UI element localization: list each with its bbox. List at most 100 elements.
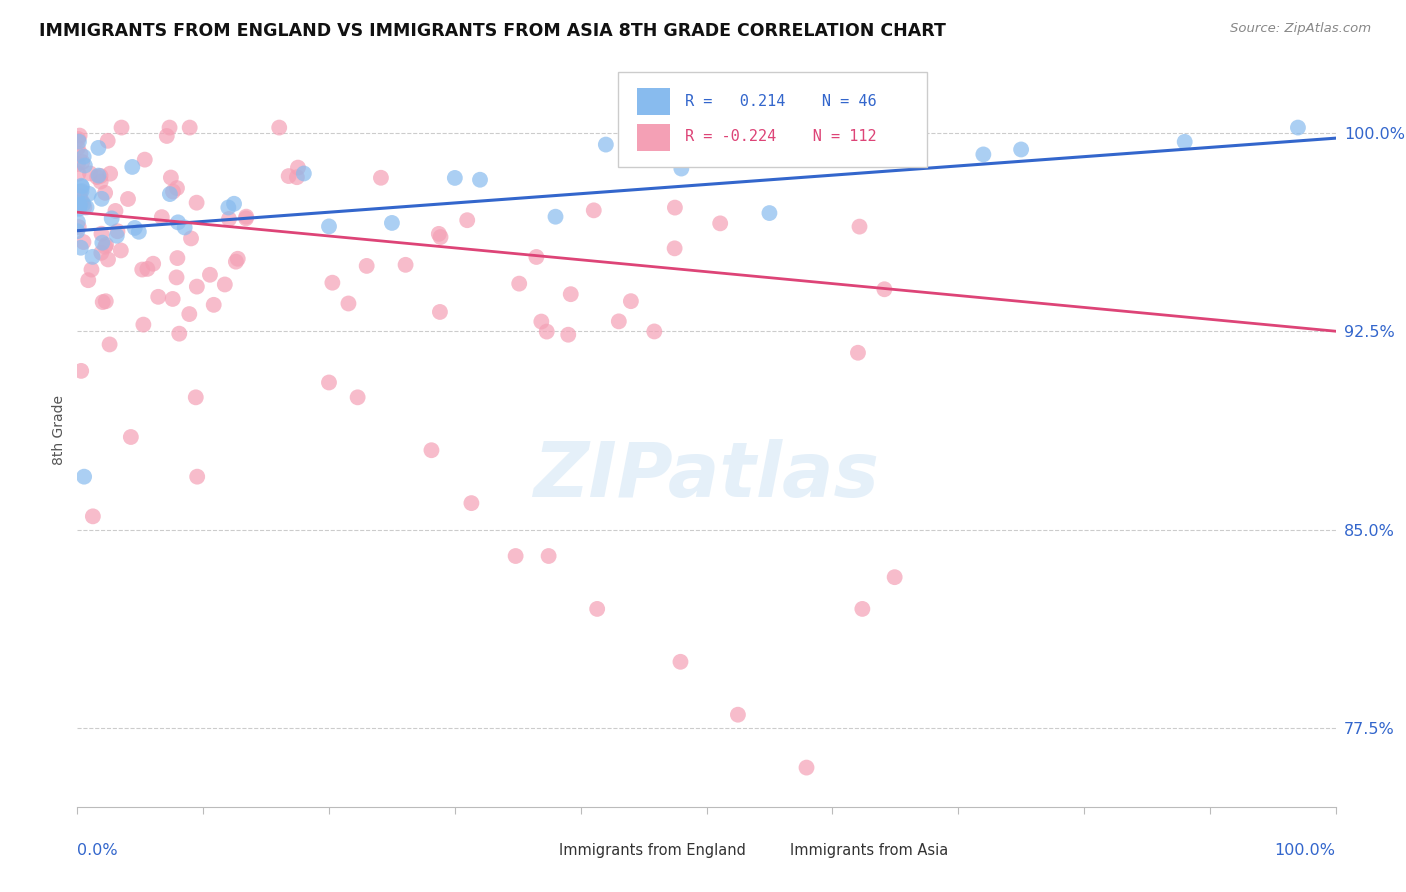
- Text: ZIPatlas: ZIPatlas: [533, 439, 880, 513]
- Point: [166, 270, 188, 285]
- Point: [73, 200, 96, 214]
- FancyBboxPatch shape: [637, 124, 671, 151]
- FancyBboxPatch shape: [619, 72, 927, 167]
- Point: [664, 241, 686, 255]
- Point: [69, 197, 91, 211]
- Point: [72, 155, 94, 169]
- Point: [848, 219, 870, 234]
- Point: [356, 259, 378, 273]
- Point: [87, 141, 110, 155]
- Point: [508, 277, 530, 291]
- Point: [117, 192, 139, 206]
- Point: [217, 201, 239, 215]
- Point: [97, 134, 120, 148]
- Point: [72, 235, 94, 249]
- Point: [709, 216, 731, 230]
- Text: Immigrants from England: Immigrants from England: [560, 843, 747, 858]
- Point: [337, 296, 360, 310]
- Point: [214, 277, 236, 292]
- Point: [86, 170, 108, 185]
- Point: [73, 469, 96, 483]
- Point: [107, 224, 129, 238]
- Point: [70, 194, 93, 208]
- FancyBboxPatch shape: [637, 88, 671, 115]
- Point: [136, 261, 159, 276]
- Point: [66, 215, 89, 229]
- Point: [79, 166, 101, 180]
- Point: [607, 314, 630, 328]
- Point: [218, 211, 240, 226]
- Point: [444, 170, 467, 185]
- Text: Immigrants from Asia: Immigrants from Asia: [790, 843, 948, 858]
- Point: [82, 509, 104, 524]
- Point: [796, 761, 818, 775]
- Point: [90, 245, 112, 260]
- Point: [124, 221, 146, 235]
- Point: [69, 146, 91, 161]
- Point: [582, 203, 605, 218]
- Point: [346, 390, 368, 404]
- Point: [159, 120, 181, 135]
- Point: [110, 120, 132, 135]
- Point: [69, 241, 91, 255]
- Text: R = -0.224    N = 112: R = -0.224 N = 112: [685, 129, 877, 144]
- Point: [846, 145, 869, 160]
- Point: [186, 195, 208, 210]
- Point: [292, 167, 315, 181]
- Point: [560, 287, 582, 301]
- Point: [142, 257, 165, 271]
- Point: [80, 262, 103, 277]
- Point: [90, 175, 112, 189]
- Y-axis label: 8th Grade: 8th Grade: [52, 395, 66, 466]
- Point: [67, 195, 90, 210]
- Point: [370, 170, 392, 185]
- Point: [669, 655, 692, 669]
- Point: [285, 170, 308, 185]
- Point: [524, 250, 547, 264]
- Point: [94, 294, 117, 309]
- Point: [156, 128, 179, 143]
- Point: [318, 376, 340, 390]
- Point: [180, 231, 202, 245]
- Point: [69, 185, 91, 199]
- Point: [70, 364, 93, 378]
- Point: [104, 203, 127, 218]
- Point: [77, 186, 100, 201]
- Point: [150, 210, 173, 224]
- Point: [620, 294, 643, 309]
- Point: [173, 220, 195, 235]
- Point: [98, 167, 121, 181]
- Point: [394, 258, 416, 272]
- Point: [429, 305, 451, 319]
- Point: [134, 153, 156, 167]
- FancyBboxPatch shape: [522, 838, 554, 863]
- Point: [67, 167, 90, 181]
- Point: [66, 157, 89, 171]
- Point: [235, 210, 257, 224]
- Point: [70, 179, 93, 194]
- Point: [132, 318, 155, 332]
- Point: [851, 602, 873, 616]
- Text: Source: ZipAtlas.com: Source: ZipAtlas.com: [1230, 22, 1371, 36]
- Point: [90, 169, 112, 183]
- Point: [120, 430, 142, 444]
- Point: [91, 295, 114, 310]
- Point: [100, 211, 122, 226]
- Point: [846, 345, 869, 359]
- Point: [595, 137, 617, 152]
- Text: R =   0.214    N = 46: R = 0.214 N = 46: [685, 94, 877, 109]
- Point: [66, 141, 89, 155]
- Point: [159, 187, 181, 202]
- Point: [318, 219, 340, 234]
- Point: [166, 251, 188, 265]
- Point: [94, 240, 117, 254]
- Point: [160, 170, 183, 185]
- Point: [586, 602, 609, 616]
- Text: 100.0%: 100.0%: [1275, 844, 1336, 858]
- Point: [67, 220, 90, 235]
- Point: [162, 185, 184, 199]
- Point: [69, 128, 91, 143]
- Point: [67, 132, 90, 146]
- Point: [69, 194, 91, 208]
- Point: [727, 707, 749, 722]
